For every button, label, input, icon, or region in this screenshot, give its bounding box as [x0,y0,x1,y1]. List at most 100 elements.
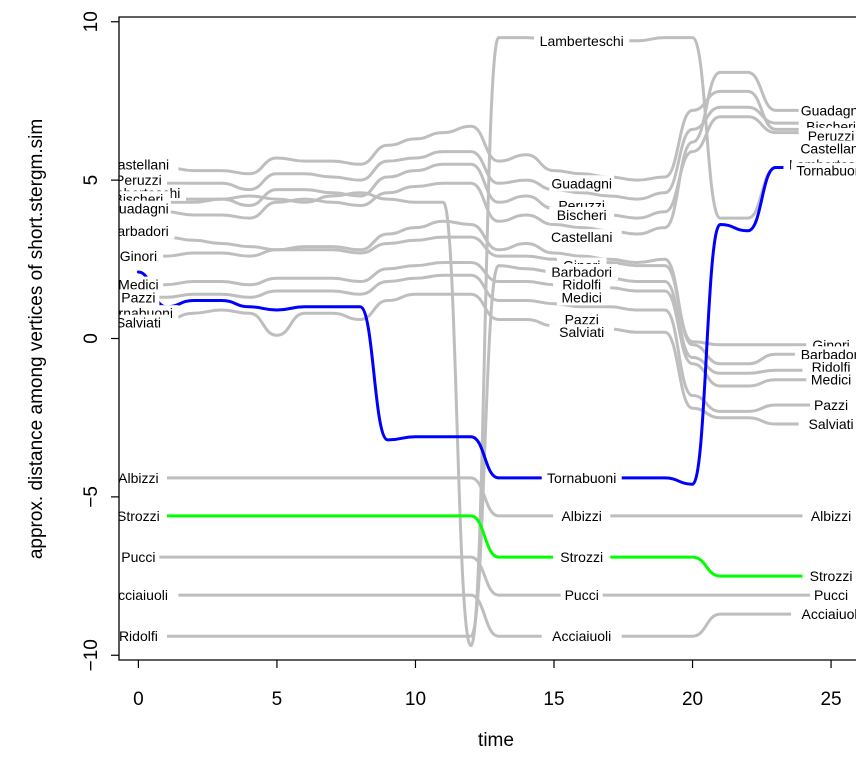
y-tick-label: 10 [81,11,102,32]
series-line-ridolfi [136,264,833,638]
vertex-label-tornabuoni: Tornabuoni [796,163,856,179]
vertex-label-barbadori: Barbadori [108,223,169,239]
vertex-label-layer: CastellaniPeruzziLamberteschiBischeriGua… [108,32,856,645]
vertex-label-bischeri: Bischeri [557,207,607,223]
series-line-albizzi [136,476,833,518]
vertex-label-bg [810,587,853,604]
vertex-label-bg [802,127,856,144]
vertex-label-castellani: Castellani [551,229,612,245]
vertex-label-bg [549,175,615,192]
vertex-label-bg [119,628,167,645]
vertex-label-ginori: Ginori [120,248,157,264]
vertex-label-castellani: Castellani [800,140,856,156]
vertex-label-bg [553,549,611,566]
vertex-label-bg [791,140,856,157]
vertex-label-bg [119,222,175,239]
vertex-label-peruzzi: Peruzzi [115,172,162,188]
plot-frame [118,16,856,661]
vertex-label-bg [534,32,630,49]
vertex-label-strozzi: Strozzi [560,549,603,565]
series-line-acciaiuoli [136,593,833,638]
vertex-label-bg [791,162,856,179]
vertex-label-medici: Medici [561,289,601,305]
vertex-label-bg [119,289,160,306]
vertex-label-bg [119,507,167,524]
vertex-label-bg [549,206,615,223]
y-axis-title: approx. distance among vertices of short… [26,119,47,559]
vertex-label-bg [119,549,160,566]
vertex-label-guadagni: Guadagni [108,201,169,217]
vertex-label-bg [119,156,179,173]
y-tick-label: 0 [81,333,102,344]
x-tick-label: 0 [133,689,144,710]
vertex-label-bg [119,276,164,293]
x-tick-label: 10 [405,689,426,710]
vertex-label-bg [553,507,611,524]
vertex-label-bg [119,314,171,331]
series-line-pazzi [136,273,833,413]
vertex-label-albizzi: Albizzi [811,508,851,524]
series-line-tornabuoni [136,166,833,486]
vertex-label-peruzzi: Peruzzi [808,128,855,144]
series-line-pucci [136,555,833,597]
x-tick-label: 25 [820,689,841,710]
vertex-label-bg [798,102,856,119]
vertex-label-bg [541,628,622,645]
vertex-label-acciaiuoli: Acciaiuoli [801,606,856,622]
vertex-label-castellani: Castellani [108,156,169,172]
series-line-strozzi [136,514,833,578]
vertex-label-bg [556,289,607,306]
vertex-label-salviati: Salviati [559,324,604,340]
vertex-label-acciaiuoli: Acciaiuoli [109,587,168,603]
vertex-label-guadagni: Guadagni [551,175,612,191]
vertex-label-pucci: Pucci [565,587,599,603]
vertex-label-albizzi: Albizzi [118,470,158,486]
vertex-label-bg [541,229,622,246]
x-tick-label: 15 [543,689,564,710]
series-line-bischeri [136,115,833,220]
vertex-label-bg [553,276,611,293]
vertex-label-bg [549,324,615,341]
vertex-label-pucci: Pucci [121,549,155,565]
vertex-label-ridolfi: Ridolfi [119,628,158,644]
vertex-label-medici: Medici [811,372,851,388]
vertex-label-barbadori: Barbadori [551,264,612,280]
vertex-label-bg [810,397,853,414]
vertex-label-strozzi: Strozzi [810,568,853,584]
vertex-label-bg [802,507,856,524]
x-tick-label: 5 [272,689,283,710]
vertex-label-acciaiuoli: Acciaiuoli [552,628,611,644]
vertex-label-salviati: Salviati [808,416,853,432]
series-line-lamberteschi [136,36,833,648]
vertex-label-bg [560,587,603,604]
vertex-label-bg [119,587,179,604]
vertex-label-bg [560,311,603,328]
series-line-castellani [136,89,833,182]
vertex-label-bg [119,172,167,189]
y-tick-label: −5 [81,486,102,508]
vertex-label-lamberteschi: Lamberteschi [540,33,624,49]
vertex-label-pazzi: Pazzi [814,397,848,413]
vertex-label-bg [802,359,856,376]
vertex-label-ridolfi: Ridolfi [562,277,601,293]
vertex-label-bg [119,248,164,265]
vertex-label-pazzi: Pazzi [121,289,155,305]
vertex-label-bg [802,568,856,585]
series-line-medici [136,261,833,388]
y-tick-label: 5 [81,175,102,186]
vertex-label-bg [794,346,856,363]
vertex-label-bg [798,416,856,433]
vertex-label-bg [545,263,618,280]
series-line-guadagni [136,70,833,236]
x-tick-label: 20 [682,689,703,710]
series-line-barbadori [136,219,833,366]
vertex-label-ridolfi: Ridolfi [812,359,851,375]
vertex-label-guadagni: Guadagni [801,102,856,118]
vertex-label-strozzi: Strozzi [117,508,160,524]
vertex-label-bg [119,200,171,217]
vertex-label-medici: Medici [118,277,158,293]
axis-layer: 0 5 10 15 20 25 −10 −5 0 5 10 [81,11,856,710]
vertex-label-bg [806,371,856,388]
series-line-salviati [136,292,833,426]
